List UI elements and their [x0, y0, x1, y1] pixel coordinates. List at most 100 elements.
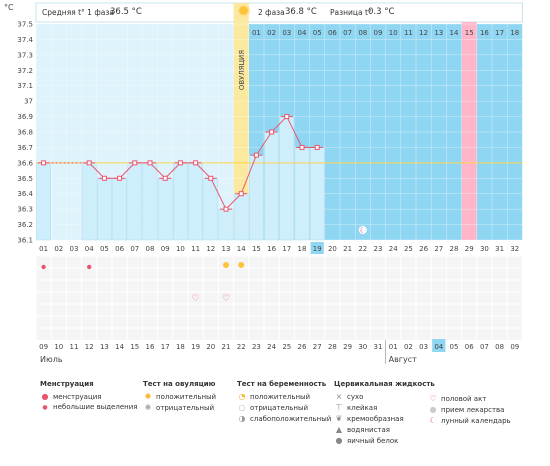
- date-label: 27: [313, 343, 322, 351]
- menstruation-icon: [87, 264, 92, 270]
- phase1-label: Средняя t° 1 фаза: [42, 8, 114, 17]
- temperature-bar: [309, 147, 325, 241]
- legend-item: ✺ отрицательный: [143, 402, 216, 413]
- date-label: 13: [100, 343, 109, 351]
- date-label: 10: [54, 343, 63, 351]
- phase2-day-label: 08: [358, 29, 367, 37]
- legend-item-label: кремообразная: [347, 415, 404, 423]
- legend-item-label: сухо: [347, 393, 364, 401]
- y-tick-label: 36.7: [17, 144, 33, 152]
- temperature-bar: [218, 208, 234, 241]
- date-label: 07: [480, 343, 489, 351]
- date-label: 30: [358, 343, 367, 351]
- phase2-day-label: 12: [419, 29, 428, 37]
- cycle-day-label: 22: [358, 245, 367, 253]
- phase2-day-label: 10: [389, 29, 398, 37]
- phase2-day-label: 15: [465, 29, 474, 37]
- cycle-day-label: 32: [510, 245, 519, 253]
- phase1-value: 36.5 °C: [110, 7, 142, 17]
- legend-item-label: отрицательный: [250, 404, 309, 412]
- drop-icon: ●: [41, 392, 49, 401]
- cycle-day-label: 09: [161, 245, 170, 253]
- legend-item: ◔ положительный: [237, 391, 331, 402]
- heart-icon: ♡: [192, 294, 200, 304]
- pregnancy-negative-icon: ○: [238, 403, 246, 412]
- date-label: 11: [70, 343, 79, 351]
- cycle-day-label: 17: [282, 245, 291, 253]
- egg-white-icon: ●: [335, 436, 343, 445]
- phase2-day-label: 03: [282, 29, 291, 37]
- date-label: 26: [298, 343, 307, 351]
- y-tick-label: 37.5: [17, 21, 33, 29]
- temperature-bar: [157, 178, 173, 241]
- pill-icon: ●: [429, 405, 437, 414]
- temperature-bar: [294, 147, 310, 241]
- date-label: 06: [465, 343, 474, 351]
- legend-item-label: половой акт: [441, 395, 487, 403]
- legend-item: ◑ слабоположительный: [237, 413, 332, 424]
- cycle-day-label: 29: [465, 245, 474, 253]
- heart-icon: ♡: [222, 294, 230, 304]
- ovulation-test-icon: [238, 262, 245, 268]
- legend-item-label: прием лекарства: [441, 406, 505, 414]
- y-tick-label: 36.1: [17, 237, 33, 245]
- legend-item: ⊤ клейкая: [334, 402, 435, 413]
- cycle-day-label: 20: [328, 245, 337, 253]
- month-label: Июль: [40, 355, 63, 364]
- cycle-day-label: 24: [389, 245, 398, 253]
- phase2-day-label: 17: [495, 29, 504, 37]
- temperature-point: [269, 129, 275, 135]
- date-label: 31: [374, 343, 383, 351]
- legend-item: ▲ водянистая: [334, 424, 435, 435]
- cycle-day-label: 11: [191, 245, 200, 253]
- temperature-bar: [279, 116, 295, 241]
- temperature-point: [132, 160, 138, 166]
- diff-label: Разница t°: [330, 8, 372, 17]
- legend-menstruation-title: Менструация: [40, 380, 94, 388]
- cycle-day-label: 26: [419, 245, 428, 253]
- ovulation-column: [233, 3, 249, 240]
- bbt-chart: 01 02 03 04 05 06 07 08 09 10 11 12 13 14 15 16 17 18 36.1…: [4, 2, 523, 364]
- temperature-bar: [233, 193, 249, 241]
- date-label: 21: [222, 343, 231, 351]
- cycle-day-label: 15: [252, 245, 261, 253]
- y-tick-label: 36.4: [17, 190, 33, 198]
- phase2-day-label: 04: [298, 29, 307, 37]
- date-label: 09: [39, 343, 48, 351]
- legend-item: ● небольшие выделения: [40, 402, 137, 413]
- phase2-day-label: 02: [267, 29, 276, 37]
- temperature-point: [41, 160, 47, 166]
- cycle-day-label: 27: [434, 245, 443, 253]
- sun-gray-icon: ✺: [144, 403, 152, 412]
- temperature-point: [284, 114, 290, 120]
- cycle-day-label: 06: [115, 245, 124, 253]
- cycle-day-label: 14: [237, 245, 246, 253]
- legend-item-label: менструация: [53, 393, 102, 401]
- legend: Менструация ● менструация ● небольшие выде…: [0, 376, 550, 466]
- temperature-line-segment: [286, 116, 303, 148]
- temperature-line-segment: [255, 131, 273, 156]
- cycle-day-label: 30: [480, 245, 489, 253]
- temperature-point: [147, 160, 153, 166]
- date-label: 18: [176, 343, 185, 351]
- legend-item: ♡ половой акт: [428, 393, 511, 404]
- legend-item-label: положительный: [156, 393, 217, 401]
- temperature-point: [101, 175, 107, 181]
- y-tick-label: 36.9: [17, 113, 33, 121]
- legend-item: ☾ лунный календарь: [428, 415, 510, 426]
- y-tick-label: 36.8: [17, 129, 33, 137]
- moon-icon: ☾: [429, 416, 437, 425]
- date-label: 20: [206, 343, 215, 351]
- temperature-bar: [127, 162, 143, 241]
- temperature-bar: [173, 162, 188, 241]
- date-label: 29: [343, 343, 352, 351]
- moon-icon-bg: [358, 226, 367, 234]
- y-tick-label: 36.2: [17, 221, 33, 229]
- today-marker: [432, 339, 446, 352]
- highlight-column: [461, 22, 477, 240]
- cycle-day-label: 25: [404, 245, 413, 253]
- legend-item: × сухо: [334, 391, 435, 402]
- cycle-day-label: 08: [146, 245, 155, 253]
- cycle-day-label: 10: [176, 245, 185, 253]
- temperature-bar: [188, 162, 203, 241]
